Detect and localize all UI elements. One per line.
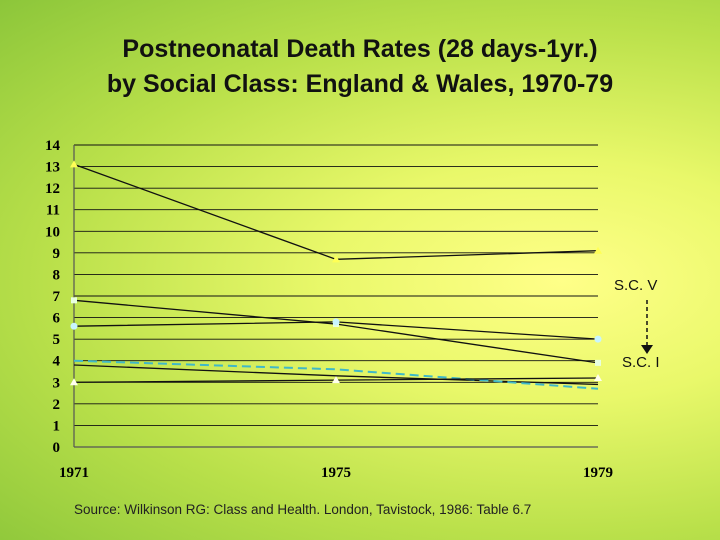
chart-title: Postneonatal Death Rates (28 days-1yr.) … — [0, 32, 720, 102]
series-point — [70, 160, 78, 168]
y-tick-label: 14 — [45, 138, 61, 154]
axes — [73, 145, 598, 448]
arrow-head — [641, 345, 653, 354]
y-tick-label: 6 — [53, 311, 61, 327]
series-point — [332, 255, 340, 263]
gridlines — [74, 144, 598, 426]
x-tick-label: 1975 — [321, 465, 351, 481]
y-tick-label: 12 — [45, 181, 60, 197]
series-line — [73, 299, 599, 364]
series-point — [594, 246, 602, 254]
y-tick-label: 13 — [45, 160, 60, 176]
series-line — [73, 163, 599, 260]
annotation-sc-i: S.C. I — [622, 354, 660, 371]
y-tick-label: 11 — [46, 203, 60, 219]
annotation-sc-v: S.C. V — [614, 277, 658, 294]
series-point — [71, 297, 77, 304]
y-tick-label: 5 — [53, 332, 61, 348]
y-tick-label: 10 — [45, 224, 60, 240]
series-group — [70, 160, 602, 390]
series-point — [332, 318, 340, 326]
y-tick-label: 3 — [53, 375, 61, 391]
source-note: Source: Wilkinson RG: Class and Health. … — [74, 502, 532, 517]
y-tick-label: 1 — [53, 418, 61, 434]
x-tick-label: 1979 — [583, 465, 613, 481]
y-tick-label: 4 — [53, 354, 61, 370]
y-tick-label: 7 — [53, 289, 61, 305]
title-line-1: Postneonatal Death Rates (28 days-1yr.) — [122, 35, 598, 63]
series-point — [332, 376, 340, 384]
y-tick-label: 0 — [53, 440, 61, 456]
y-tick-label: 8 — [53, 267, 61, 283]
series-point — [70, 322, 78, 330]
series-point — [594, 335, 602, 343]
series-point — [594, 373, 602, 381]
series-point — [70, 378, 78, 386]
series-point — [595, 359, 601, 366]
series-line — [73, 359, 599, 390]
x-tick-label: 1971 — [59, 465, 89, 481]
y-tick-label: 2 — [53, 397, 61, 413]
title-line-2: by Social Class: England & Wales, 1970-7… — [106, 70, 614, 98]
y-tick-label: 9 — [53, 246, 61, 262]
class-arrow — [641, 300, 653, 354]
